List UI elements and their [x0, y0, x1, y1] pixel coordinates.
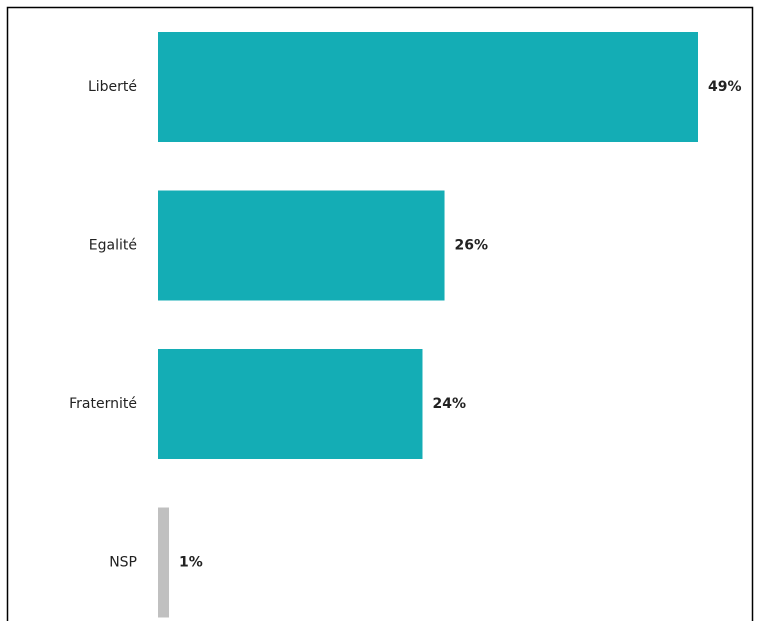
bar: [158, 32, 698, 142]
value-label: 24%: [432, 396, 466, 412]
category-label: Liberté: [88, 79, 137, 95]
category-label: NSP: [109, 555, 137, 571]
value-label: 49%: [708, 79, 742, 95]
value-label: 26%: [455, 238, 489, 254]
bar: [158, 507, 170, 618]
value-label: 1%: [179, 555, 203, 571]
category-label: Fraternité: [69, 396, 137, 412]
bar: [158, 349, 423, 459]
category-label: Egalité: [89, 238, 137, 254]
frame: [6, 6, 754, 621]
bar: [158, 190, 445, 301]
